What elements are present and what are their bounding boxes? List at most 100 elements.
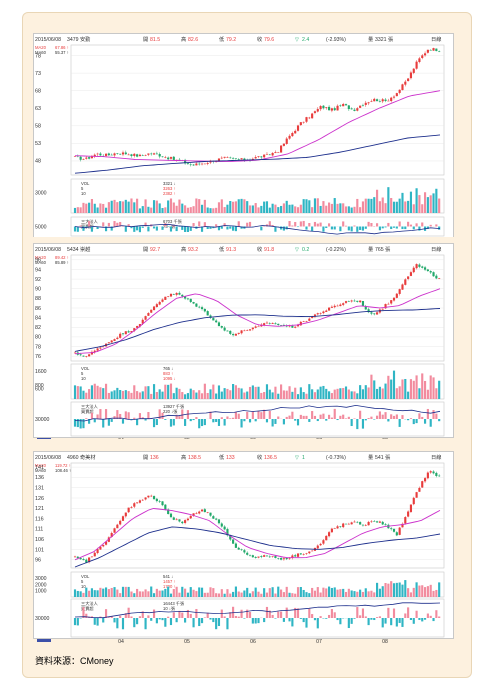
indicator-y-tick: 30000 (35, 417, 50, 423)
indicator-bar (150, 618, 153, 621)
candle (209, 314, 212, 320)
candle (260, 555, 263, 559)
candle (435, 48, 438, 52)
candle (251, 554, 254, 558)
source-note: 資料來源：CMoney (35, 656, 114, 666)
indicator-bar (96, 226, 99, 230)
volume-bar (333, 389, 336, 399)
candle (280, 145, 283, 153)
candle-body (384, 304, 387, 309)
y-tick-label: 78 (35, 53, 41, 59)
candle-body (370, 521, 373, 523)
volume-bar (277, 393, 280, 399)
volume-bar (93, 590, 96, 597)
indicator-bar (116, 222, 119, 227)
volume-bar (158, 203, 161, 213)
candle (333, 527, 336, 529)
volume-bar (336, 589, 339, 597)
indicator-bar (356, 226, 359, 232)
candle-body (339, 304, 342, 307)
candle (124, 512, 127, 518)
candle (426, 268, 429, 272)
indicator-bar (339, 226, 342, 232)
candle (381, 520, 384, 526)
indicator-bar (234, 226, 237, 232)
indicator-bar (248, 612, 252, 618)
indicator-bar (232, 417, 235, 419)
candle (344, 103, 348, 106)
indicator-bar (254, 419, 257, 422)
volume-bar (73, 207, 77, 213)
indicator-bar (189, 419, 192, 422)
candle-body (407, 511, 410, 517)
volume-bar (96, 590, 99, 597)
volume-ma-label: 10 (81, 376, 86, 381)
volume-bar (395, 201, 398, 213)
header-volume-label: 量 (368, 36, 373, 43)
volume-bar (138, 208, 142, 213)
candle-body (232, 539, 235, 544)
volume-bar (181, 586, 184, 597)
header-low: 91.3 (226, 247, 236, 253)
candle-body (220, 157, 223, 159)
candle-body (395, 532, 398, 536)
candle (82, 355, 85, 357)
candle-body (226, 529, 229, 536)
volume-bar (378, 386, 381, 399)
indicator-bar (133, 226, 136, 232)
indicator-label: 買賣超 (81, 605, 94, 612)
candle (198, 162, 201, 166)
header-change: 2.4 (302, 37, 309, 43)
volume-bar (127, 201, 130, 213)
candle (116, 523, 119, 529)
candle (248, 329, 252, 332)
candle (189, 515, 192, 519)
volume-value: 883 ↑ (163, 371, 173, 376)
volume-bar (339, 203, 342, 213)
volume-bar (141, 206, 144, 213)
indicator-bar (73, 419, 77, 427)
candle-body (217, 158, 221, 162)
indicator-bar (390, 414, 393, 419)
candle (401, 83, 404, 91)
volume-value: 765 ↓ (163, 366, 173, 371)
candle-body (418, 487, 421, 492)
indicator-bar (240, 226, 243, 229)
candle-body (274, 152, 277, 154)
candle-body (277, 152, 280, 153)
candle (212, 515, 215, 519)
candle (342, 522, 345, 529)
candle-body (195, 303, 198, 307)
volume-bar (359, 207, 362, 213)
candle (381, 308, 384, 310)
candle (167, 508, 170, 515)
candle-body (412, 68, 415, 73)
candle (344, 523, 348, 525)
indicator-bar (217, 419, 221, 426)
candle (133, 502, 136, 509)
volume-bar (342, 588, 345, 597)
candle-body (421, 55, 424, 58)
volume-bar (130, 591, 133, 597)
candle-body (423, 53, 427, 56)
indicator-bar (107, 419, 110, 426)
candle (260, 155, 263, 160)
volume-bar (373, 197, 376, 213)
candle (73, 555, 77, 558)
indicator-bar (291, 225, 294, 227)
volume-bar (251, 591, 254, 597)
indicator-bar (353, 225, 356, 227)
volume-bar (85, 392, 88, 399)
candle-body (133, 503, 136, 507)
candle-body (254, 556, 257, 558)
indicator-bar (268, 410, 271, 419)
candle (412, 266, 415, 274)
candle (299, 122, 302, 126)
y-tick-label: 48 (35, 159, 41, 165)
candle (79, 155, 82, 162)
candle (418, 486, 421, 492)
indicator-bar (226, 226, 229, 230)
volume-bar (339, 589, 342, 597)
indicator-bar (350, 618, 353, 624)
indicator-bar (418, 413, 421, 419)
